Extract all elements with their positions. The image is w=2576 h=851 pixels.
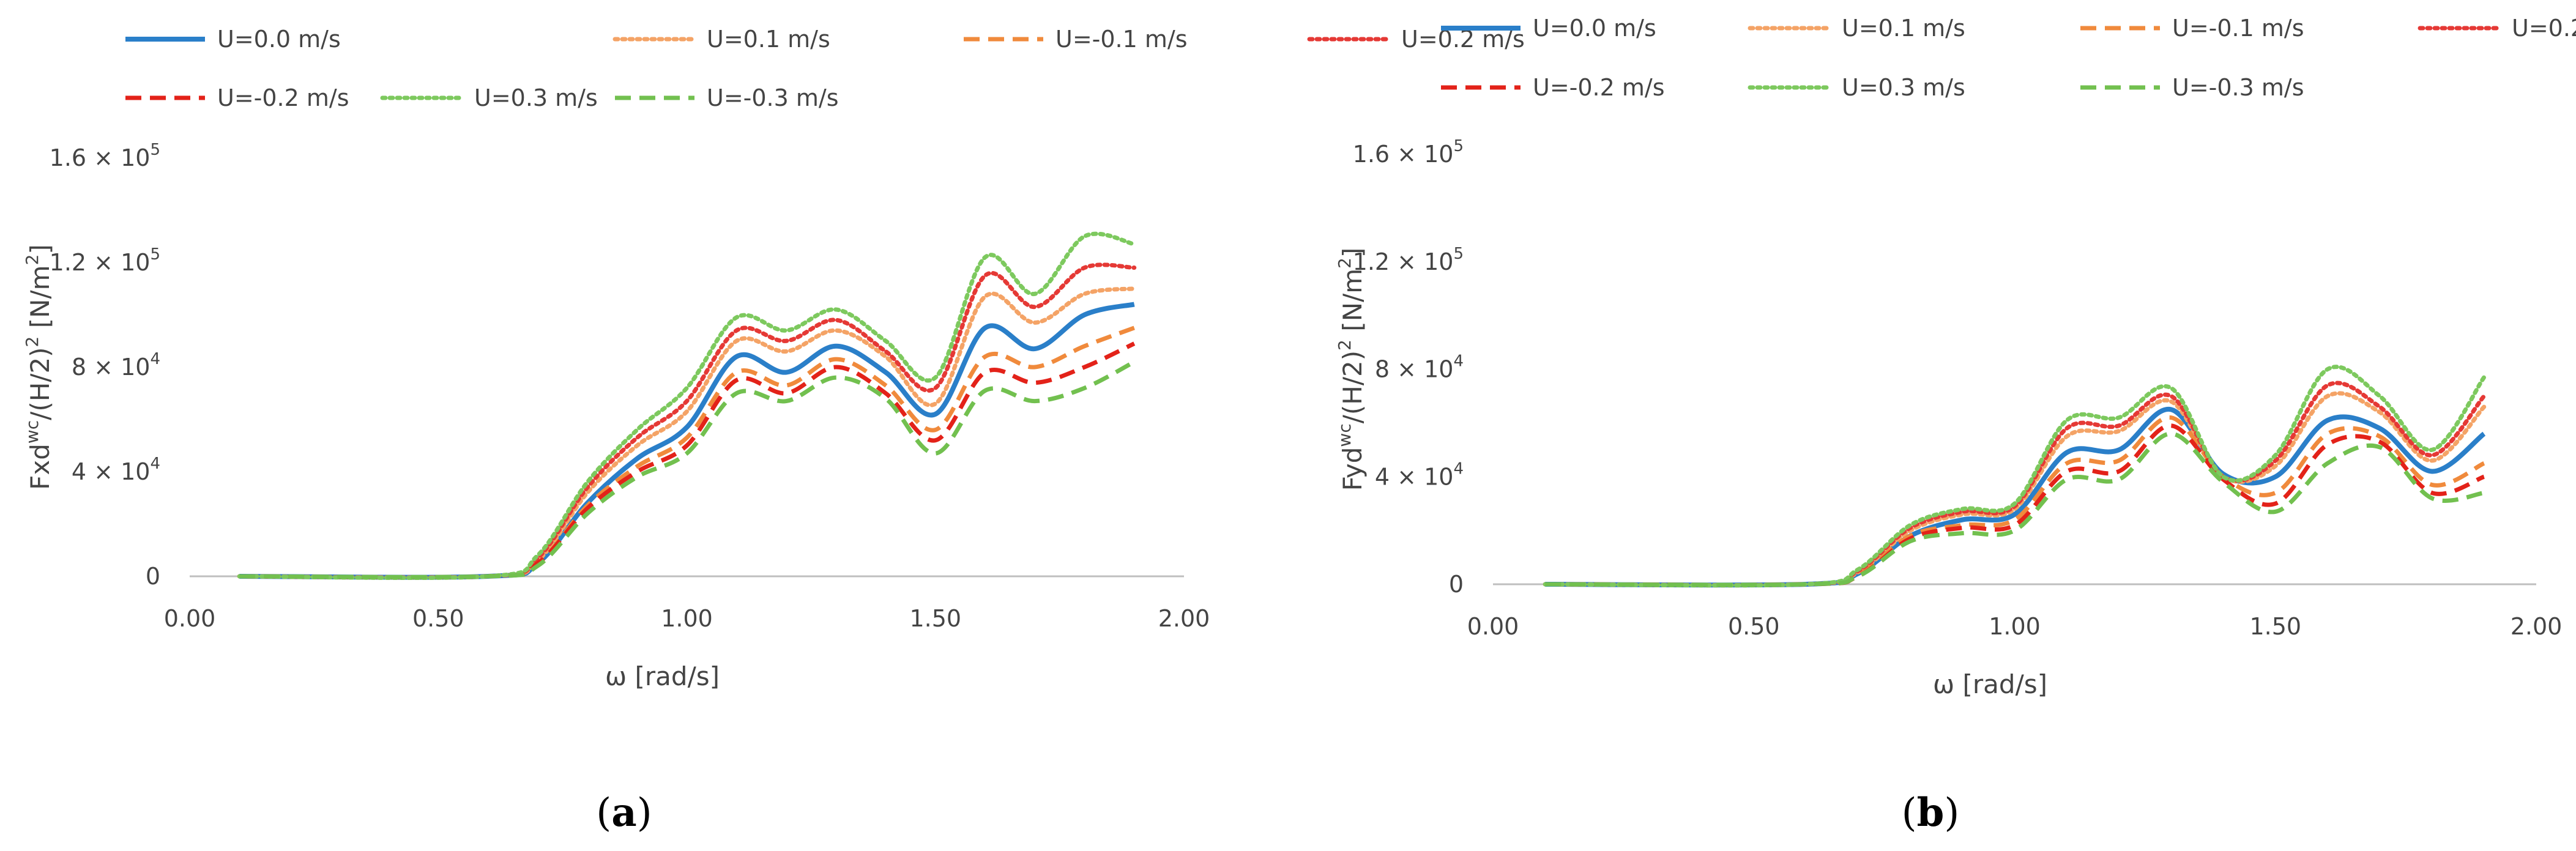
y-axis-label-text: Fydwc/(H/2)2 [N/m2] [1335, 248, 1368, 491]
series-line [237, 231, 1137, 581]
y-tick-label: 0 [146, 563, 160, 590]
x-axis-label-a: ω [rad/s] [605, 661, 720, 691]
x-tick-label: 0.50 [412, 605, 464, 632]
series-line [1543, 391, 2487, 587]
legend-entry-label: U=0.0 m/s [1533, 15, 1656, 42]
y-tick-label: 1.2 × 105 [50, 245, 160, 276]
legend-entry-label: U=0.1 m/s [1842, 15, 1965, 42]
legend-entry-label: U=-0.2 m/s [1533, 74, 1665, 101]
y-tick-label: 1.6 × 105 [1353, 137, 1464, 168]
x-tick-label: 1.00 [661, 605, 713, 632]
legend-b: U=0.0 m/s U=0.1 m/s U=-0.1 m/s U=0.2 m/s U=-… [1441, 15, 2576, 101]
legend-entry-label: U=0.1 m/s [707, 26, 830, 53]
series-line [239, 360, 1136, 579]
y-axis-label-a: Fxdwc/(H/2)2 [N/m2] [22, 244, 55, 490]
x-tick-label: 0.00 [1467, 613, 1519, 640]
y-axis-label-b: Fydwc/(H/2)2 [N/m2] [1335, 248, 1368, 491]
legend-entry-label: U=0.2 m/s [2512, 15, 2576, 42]
panel-label-a: (a) [596, 790, 652, 836]
series-group-b [1543, 365, 2487, 588]
y-axis-label-text: Fxdwc/(H/2)2 [N/m2] [22, 244, 55, 490]
legend-entry-label: U=-0.3 m/s [707, 84, 839, 111]
x-tick-label: 1.50 [909, 605, 961, 632]
series-line [1545, 415, 2485, 587]
y-tick-label: 8 × 104 [1375, 352, 1464, 383]
y-tick-label: 4 × 104 [1375, 459, 1464, 490]
chart-panel-b: U=0.0 m/s U=0.1 m/s U=-0.1 m/s U=0.2 m/s U=-… [1335, 15, 2576, 836]
panel-label-b: (b) [1902, 790, 1960, 836]
y-tick-label: 4 × 104 [72, 455, 160, 485]
y-ticks-a: 0 4 × 104 8 × 104 1.2 × 105 1.6 × 105 [50, 141, 160, 590]
legend-entry-label: U=0.3 m/s [1842, 74, 1965, 101]
x-tick-label: 1.00 [1989, 613, 2041, 640]
x-ticks-a: 0.00 0.50 1.00 1.50 2.00 [164, 605, 1210, 632]
y-tick-label: 8 × 104 [72, 350, 160, 381]
chart-panel-a: U=0.0 m/s U=0.1 m/s U=-0.1 m/s U=0.2 m/sU=-… [22, 26, 1525, 836]
series-line [237, 262, 1137, 580]
x-tick-label: 2.00 [2511, 613, 2563, 640]
y-tick-label: 1.2 × 105 [1353, 245, 1464, 275]
x-ticks-b: 0.00 0.50 1.00 1.50 2.00 [1467, 613, 2563, 640]
legend-entry-label: U=-0.1 m/s [1055, 26, 1188, 53]
series-line [237, 286, 1137, 580]
legend-entry-label: U=0.0 m/s [217, 26, 341, 53]
x-axis-label-b: ω [rad/s] [1933, 669, 2047, 699]
legend-entry-label: U=-0.3 m/s [2172, 74, 2304, 101]
series-line [239, 302, 1135, 580]
x-tick-label: 2.00 [1158, 605, 1210, 632]
x-tick-label: 0.00 [164, 605, 216, 632]
legend-a: U=0.0 m/s U=0.1 m/s U=-0.1 m/s U=0.2 m/sU=-… [125, 26, 1525, 111]
x-tick-label: 0.50 [1728, 613, 1780, 640]
series-group-a [237, 231, 1137, 581]
series-line [239, 341, 1136, 580]
y-ticks-b: 0 4 × 104 8 × 104 1.2 × 105 1.6 × 105 [1353, 137, 1464, 598]
x-tick-label: 1.50 [2249, 613, 2301, 640]
legend-entry-label: U=-0.1 m/s [2172, 15, 2304, 42]
y-tick-label: 0 [1449, 571, 1464, 598]
legend-entry-label: U=0.3 m/s [474, 84, 598, 111]
y-tick-label: 1.6 × 105 [50, 141, 160, 171]
series-line [1543, 381, 2487, 588]
series-line [1545, 407, 2486, 588]
series-line [1545, 431, 2485, 587]
legend-entry-label: U=-0.2 m/s [217, 84, 349, 111]
series-line [1543, 365, 2487, 588]
